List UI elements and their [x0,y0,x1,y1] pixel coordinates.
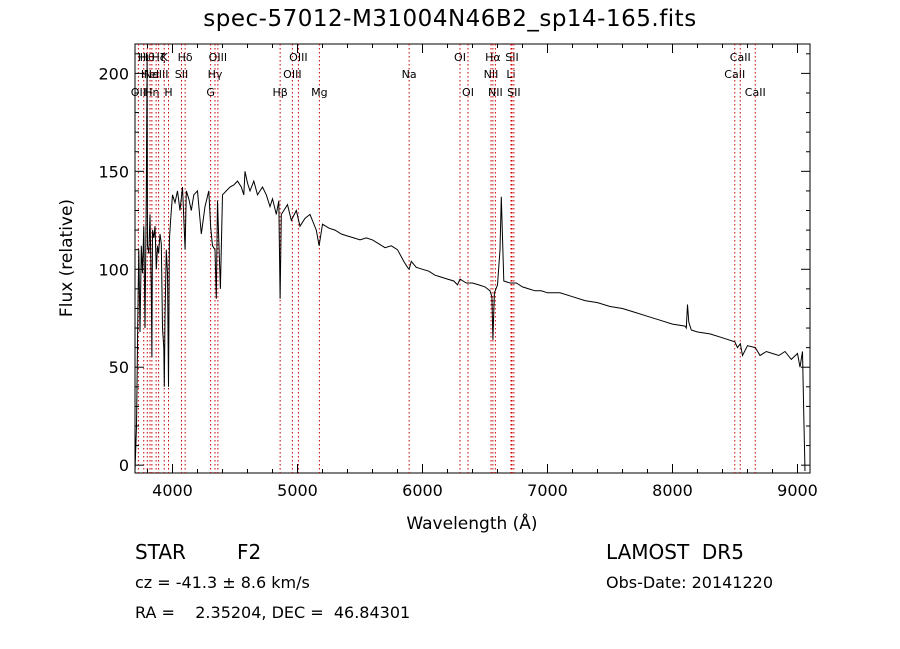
line-marker-label: NII [484,68,499,81]
line-marker-label: OI [462,86,474,99]
x-axis-label: Wavelength (Å) [406,512,537,534]
line-marker-label: Hδ [178,51,193,64]
line-marker-label: SII [505,51,518,64]
line-marker-label: Hα [485,51,501,64]
cz-text: cz = -41.3 ± 8.6 km/s [135,573,310,592]
line-marker-label: OI [454,51,466,64]
line-marker-label: CaII [745,86,766,99]
class-label: STAR [135,540,186,564]
axis-ticks: 4000 5000 6000 7000 8000 9000 0 50 100 150 200 [98,44,818,500]
line-marker-label: Hζ [151,51,165,64]
x-tick-label: 9000 [777,481,818,500]
spectrum-line [134,53,806,472]
chart-title: spec-57012-M31004N46B2_sp14-165.fits [203,6,697,32]
coords-text: RA = 2.35204, DEC = 46.84301 [135,603,411,622]
line-marker-label: OIII [209,51,227,64]
line-marker-label: G [206,86,215,99]
line-marker-label: Hβ [272,86,287,99]
y-tick-label: 100 [98,260,129,279]
survey-label: LAMOST DR5 [606,540,744,564]
x-tick-label: 5000 [277,481,318,500]
x-tick-label: 4000 [152,481,193,500]
line-marker-label: CaII [724,68,745,81]
x-tick-label: 6000 [402,481,443,500]
line-marker-label: Na [402,68,417,81]
y-tick-label: 0 [119,456,129,475]
line-marker-label: OIII [289,51,307,64]
obs-date-text: Obs-Date: 20141220 [606,573,774,592]
line-marker-label: HeI [141,68,159,81]
y-tick-label: 150 [98,162,129,181]
line-marker-label: Mg [311,86,327,99]
line-markers: OIIHιHθHeIHηNeIIIHζKHSIIHδGHγOIIIHβOIIIO… [131,44,766,473]
y-axis-label: Flux (relative) [57,199,77,317]
line-marker-label: Hγ [208,68,223,81]
line-marker-label: SII [175,68,188,81]
y-tick-label: 50 [109,358,129,377]
line-marker-label: NeIII [144,68,169,81]
line-marker-label: NII [488,86,503,99]
line-marker-label: Li [506,68,515,81]
line-marker-label: CaII [730,51,751,64]
line-marker-label: OIII [283,68,301,81]
axes-frame [134,43,811,474]
x-tick-label: 7000 [527,481,568,500]
line-marker-label: K [161,51,169,64]
x-tick-label: 8000 [652,481,693,500]
subclass-label: F2 [237,540,262,564]
y-tick-label: 200 [98,64,129,83]
line-marker-label: SII [507,86,520,99]
line-marker-label: H [164,86,172,99]
